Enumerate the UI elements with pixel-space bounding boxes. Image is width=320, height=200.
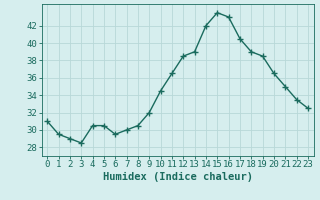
X-axis label: Humidex (Indice chaleur): Humidex (Indice chaleur) [103,172,252,182]
